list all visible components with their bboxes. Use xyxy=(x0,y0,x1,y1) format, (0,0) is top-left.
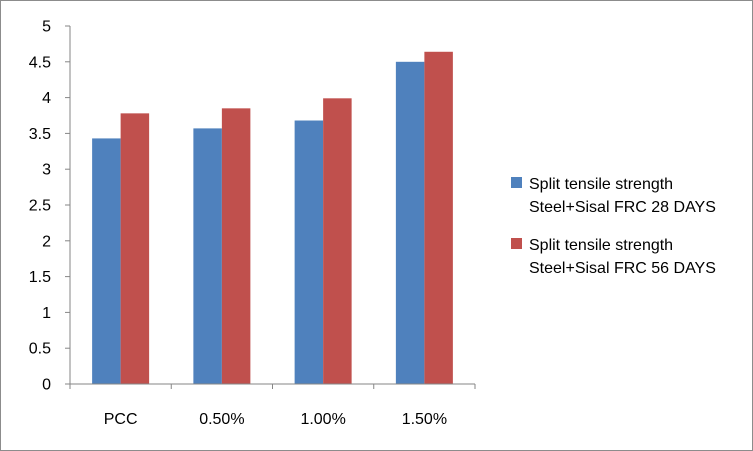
y-tick-label: 0.5 xyxy=(29,341,51,358)
y-tick-label: 3 xyxy=(42,162,51,179)
bars-group xyxy=(92,51,453,385)
legend-label-series-1: Split tensile strength xyxy=(529,176,673,193)
x-tick-label: 1.50% xyxy=(402,411,447,428)
bar-series-1-1-00- xyxy=(294,120,324,385)
legend-label-series-2: Split tensile strength xyxy=(529,237,673,254)
legend: Split tensile strength Steel+Sisal FRC 28… xyxy=(511,176,716,277)
y-tick-label: 4.5 xyxy=(29,54,51,71)
legend-swatch-series-2 xyxy=(511,238,522,249)
bar-series-2-1-00- xyxy=(323,98,352,384)
bar-series-1-pcc xyxy=(92,138,121,384)
y-tick-label: 3.5 xyxy=(29,126,51,143)
bar-series-2-pcc xyxy=(120,113,150,385)
x-tick-label: 1.00% xyxy=(300,411,345,428)
x-tick-label: PCC xyxy=(104,411,138,428)
y-tick-label: 0 xyxy=(42,377,51,394)
legend-swatch-series-1 xyxy=(511,177,522,188)
x-axis-tick-labels: PCC 0.50% 1.00% 1.50% xyxy=(104,411,447,428)
bar-series-2-0-50- xyxy=(221,108,251,384)
legend-label-series-1: Steel+Sisal FRC 28 DAYS xyxy=(529,199,716,216)
legend-label-series-2: Steel+Sisal FRC 56 DAYS xyxy=(529,260,716,277)
axes-group xyxy=(65,25,476,389)
bar-series-2-1-50- xyxy=(424,51,453,384)
y-tick-label: 1 xyxy=(42,305,51,322)
x-tick-label: 0.50% xyxy=(199,411,244,428)
y-tick-label: 4 xyxy=(42,90,51,107)
y-tick-label: 2.5 xyxy=(29,198,51,215)
y-axis-tick-labels: 0 0.5 1 1.5 2 2.5 3 3.5 4 4.5 5 xyxy=(29,19,51,394)
y-tick-label: 5 xyxy=(42,19,51,36)
bar-series-1-1-50- xyxy=(395,61,425,385)
y-tick-label: 1.5 xyxy=(29,269,51,286)
y-tick-label: 2 xyxy=(42,233,51,250)
bar-series-1-0-50- xyxy=(193,128,222,384)
